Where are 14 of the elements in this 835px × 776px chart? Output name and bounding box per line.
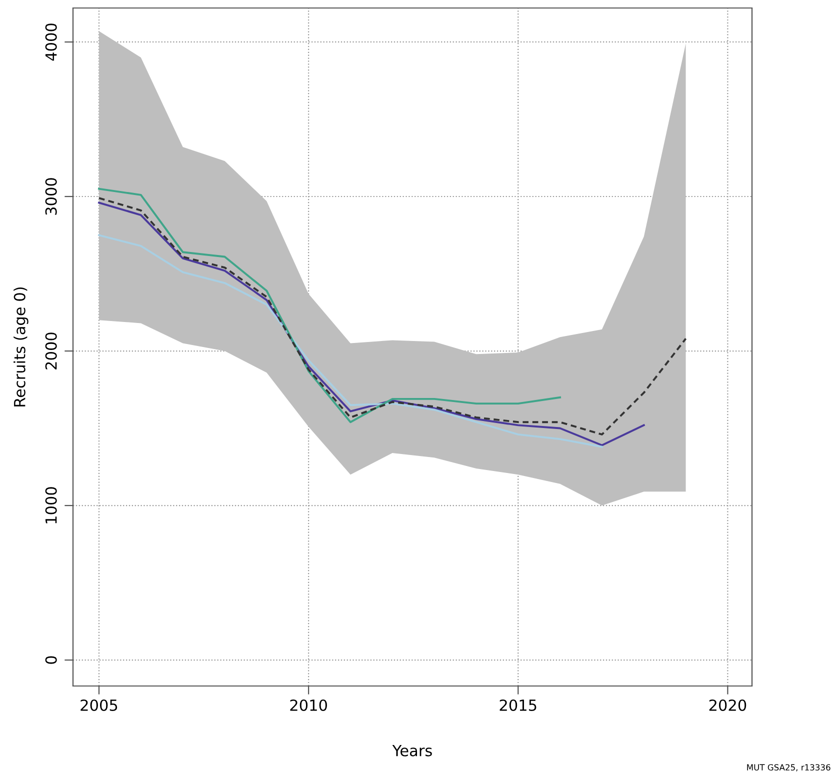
y-tick-label: 4000 [45, 24, 57, 61]
x-tick-label: 2020 [709, 699, 746, 712]
text: MUT GSA25, r13336 [747, 764, 830, 772]
x-tick-label: 2005 [80, 699, 118, 712]
y-axis-title: Recruits (age 0) [14, 287, 28, 406]
y-tick-label: 2000 [45, 332, 57, 370]
x-axis-title: Years [392, 745, 432, 756]
y-tick-label: 0 [45, 656, 57, 664]
x-tick-label: 2015 [500, 699, 536, 712]
x-tick-label: 2010 [290, 699, 327, 712]
y-tick-label: 3000 [45, 178, 57, 215]
y-tick-label: 1000 [45, 487, 57, 524]
line-series [98, 234, 603, 448]
line-series [98, 188, 562, 424]
